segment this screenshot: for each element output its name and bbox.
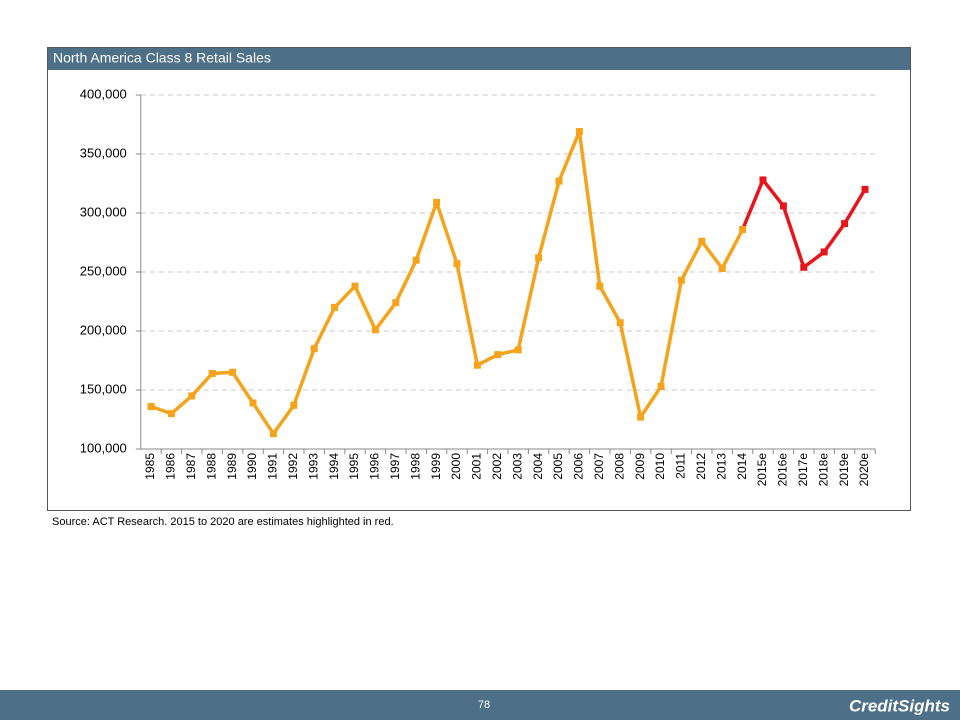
data-point: [575, 128, 583, 136]
x-tick-label: 1997: [388, 453, 402, 480]
x-tick-label: 2009: [633, 453, 647, 480]
x-tick-label: 2016e: [776, 453, 790, 487]
x-tick-label: 1986: [164, 453, 178, 480]
x-tick-label: 2007: [592, 453, 606, 480]
source-note: Source: ACT Research. 2015 to 2020 are e…: [52, 516, 394, 528]
y-tick-label: 400,000: [80, 86, 127, 101]
x-tick-label: 2002: [490, 453, 504, 480]
data-point: [698, 237, 706, 245]
data-point: [637, 413, 645, 421]
data-point: [331, 303, 339, 311]
data-point: [290, 401, 298, 409]
data-point: [677, 276, 685, 284]
data-point: [841, 220, 849, 228]
data-point: [800, 263, 808, 271]
y-tick-label: 300,000: [80, 204, 127, 219]
data-point: [310, 345, 318, 353]
data-point: [167, 410, 175, 418]
x-tick-label: 2003: [510, 453, 524, 480]
x-tick-label: 1995: [347, 453, 361, 480]
data-point: [739, 226, 747, 234]
data-point: [433, 198, 441, 206]
x-tick-label: 1989: [225, 453, 239, 480]
x-tick-label: 1991: [266, 453, 280, 480]
data-point: [453, 260, 461, 268]
x-tick-label: 2018e: [816, 453, 830, 487]
data-point: [514, 346, 522, 354]
x-tick-label: 2011: [674, 453, 688, 479]
data-point: [269, 430, 277, 438]
data-point: [494, 351, 502, 359]
x-tick-label: 2001: [470, 453, 484, 480]
series-line: [150, 129, 745, 436]
y-tick-label: 200,000: [80, 322, 127, 337]
x-tick-label: 1998: [408, 453, 422, 480]
data-point: [718, 264, 726, 272]
data-point: [147, 403, 155, 411]
series-line: [761, 178, 867, 270]
x-tick-label: 2008: [612, 453, 626, 480]
data-point: [596, 282, 604, 290]
y-tick-label: 100,000: [80, 440, 127, 455]
data-point: [371, 326, 379, 334]
data-point: [535, 254, 543, 262]
panel-header: [48, 48, 910, 70]
x-tick-label: 2010: [653, 453, 667, 480]
y-tick-label: 150,000: [80, 381, 127, 396]
x-tick-label: 2015e: [755, 453, 769, 487]
x-tick-label: 1996: [368, 453, 382, 480]
x-tick-label: 2012: [694, 453, 708, 480]
data-point: [351, 282, 359, 290]
data-point: [779, 202, 787, 210]
data-point: [188, 392, 196, 400]
x-tick-label: 2014: [735, 453, 749, 480]
footer-bar: [0, 690, 960, 720]
x-tick-label: 1992: [286, 453, 300, 480]
panel: [47, 47, 911, 511]
y-tick-label: 250,000: [80, 263, 127, 278]
x-tick-label: 2005: [551, 453, 565, 480]
x-tick-label: 1987: [184, 453, 198, 480]
x-tick-label: 1990: [245, 453, 259, 480]
x-tick-label: 2017e: [796, 453, 810, 487]
x-tick-label: 1993: [306, 453, 320, 480]
data-point: [249, 399, 257, 407]
data-point: [229, 368, 237, 376]
x-tick-label: 2000: [449, 453, 463, 480]
brand: CreditSights: [849, 696, 950, 715]
x-tick-label: 2004: [531, 453, 545, 480]
page-number: 78: [478, 699, 490, 711]
data-point: [555, 177, 563, 185]
x-tick-label: 2013: [714, 453, 728, 480]
data-point: [759, 176, 767, 184]
x-tick-label: 2019e: [837, 453, 851, 487]
x-tick-label: 1999: [429, 453, 443, 480]
data-point: [208, 369, 216, 377]
data-point: [392, 299, 400, 307]
x-tick-label: 1994: [327, 453, 341, 480]
data-point: [657, 382, 665, 390]
x-tick-label: 2020e: [857, 453, 871, 487]
y-tick-label: 350,000: [80, 145, 127, 160]
x-tick-label: 2006: [572, 453, 586, 480]
data-point: [820, 248, 828, 256]
data-point: [412, 256, 420, 264]
series-connector: [740, 179, 765, 231]
x-tick-label: 1985: [143, 453, 157, 480]
chart-title: North America Class 8 Retail Sales: [53, 50, 271, 66]
data-point: [616, 319, 624, 327]
data-point: [473, 361, 481, 369]
x-tick-label: 1988: [204, 453, 218, 480]
data-point: [861, 185, 869, 193]
